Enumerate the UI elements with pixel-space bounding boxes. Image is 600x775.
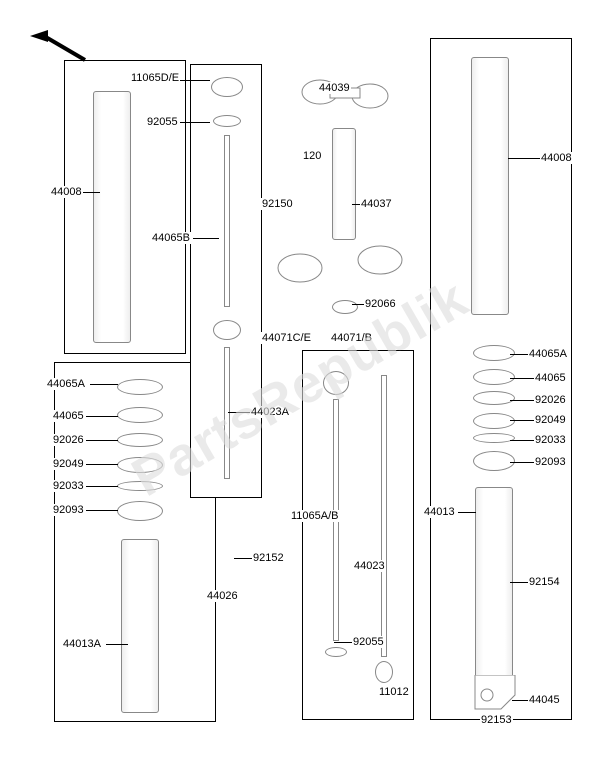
- diagram-container: PartsRepublik: [0, 0, 600, 775]
- rod-b: [381, 375, 387, 657]
- label: 44065A: [528, 348, 568, 360]
- panel-3: [190, 64, 262, 498]
- panel-1: [64, 60, 186, 354]
- cap-b: [375, 661, 393, 683]
- stem: [332, 128, 356, 240]
- label: 92153: [480, 714, 513, 726]
- cap: [211, 77, 243, 97]
- label: 44071C/E: [261, 332, 312, 344]
- label: 44013: [423, 506, 456, 518]
- label: 44039: [318, 82, 351, 94]
- ring: [117, 501, 163, 521]
- dust-seal: [332, 300, 358, 314]
- rod: [224, 135, 230, 307]
- label: 11065A/B: [290, 510, 340, 522]
- rod2: [224, 347, 230, 479]
- label: 120: [302, 150, 322, 162]
- r-ring: [473, 345, 515, 361]
- ring: [117, 407, 163, 423]
- ring: [117, 457, 163, 473]
- fork-tube-left: [93, 91, 131, 343]
- label: 92049: [534, 414, 567, 426]
- label: 44023A: [250, 406, 290, 418]
- label: 44045: [528, 694, 561, 706]
- label: 92033: [534, 434, 567, 446]
- label: 44065A: [46, 378, 86, 390]
- label: 92093: [52, 504, 85, 516]
- ring: [117, 379, 163, 395]
- lower-triple: [270, 240, 410, 290]
- label: 92055: [352, 636, 385, 648]
- label: 92066: [364, 298, 397, 310]
- ring: [117, 481, 163, 491]
- label: 92150: [261, 198, 294, 210]
- label: 92049: [52, 458, 85, 470]
- r-ring: [473, 433, 515, 443]
- label: 44065: [534, 372, 567, 384]
- r-ring: [473, 413, 515, 429]
- label: 11065D/E: [130, 72, 180, 84]
- label: 44071/B: [330, 332, 373, 344]
- direction-arrow-icon: [30, 30, 90, 66]
- label: 44013A: [62, 638, 102, 650]
- label: 44065: [52, 410, 85, 422]
- upper-triple: [290, 72, 400, 116]
- oring: [213, 115, 241, 127]
- label: 44037: [360, 198, 393, 210]
- inner-tube-r: [475, 487, 513, 679]
- ring: [117, 433, 163, 447]
- label: 92152: [252, 552, 285, 564]
- valve: [213, 320, 241, 340]
- inner-tube: [121, 539, 159, 713]
- label: 92055: [146, 116, 179, 128]
- label: 44026: [206, 590, 239, 602]
- label: 44008: [540, 152, 573, 164]
- piston: [323, 371, 349, 395]
- panel-4: [302, 350, 414, 720]
- r-ring: [473, 391, 515, 405]
- label: 92026: [534, 394, 567, 406]
- oring-b: [325, 647, 347, 657]
- fork-tube-right: [471, 57, 509, 315]
- label: 44008: [50, 186, 83, 198]
- label: 11012: [378, 686, 410, 698]
- r-ring: [473, 369, 515, 385]
- label: 92154: [528, 576, 561, 588]
- label: 92033: [52, 480, 85, 492]
- axle-lug: [471, 675, 519, 711]
- label: 92093: [534, 456, 567, 468]
- label: 92026: [52, 434, 85, 446]
- label: 44023: [353, 560, 386, 572]
- label: 44065B: [151, 232, 191, 244]
- r-ring: [473, 451, 515, 471]
